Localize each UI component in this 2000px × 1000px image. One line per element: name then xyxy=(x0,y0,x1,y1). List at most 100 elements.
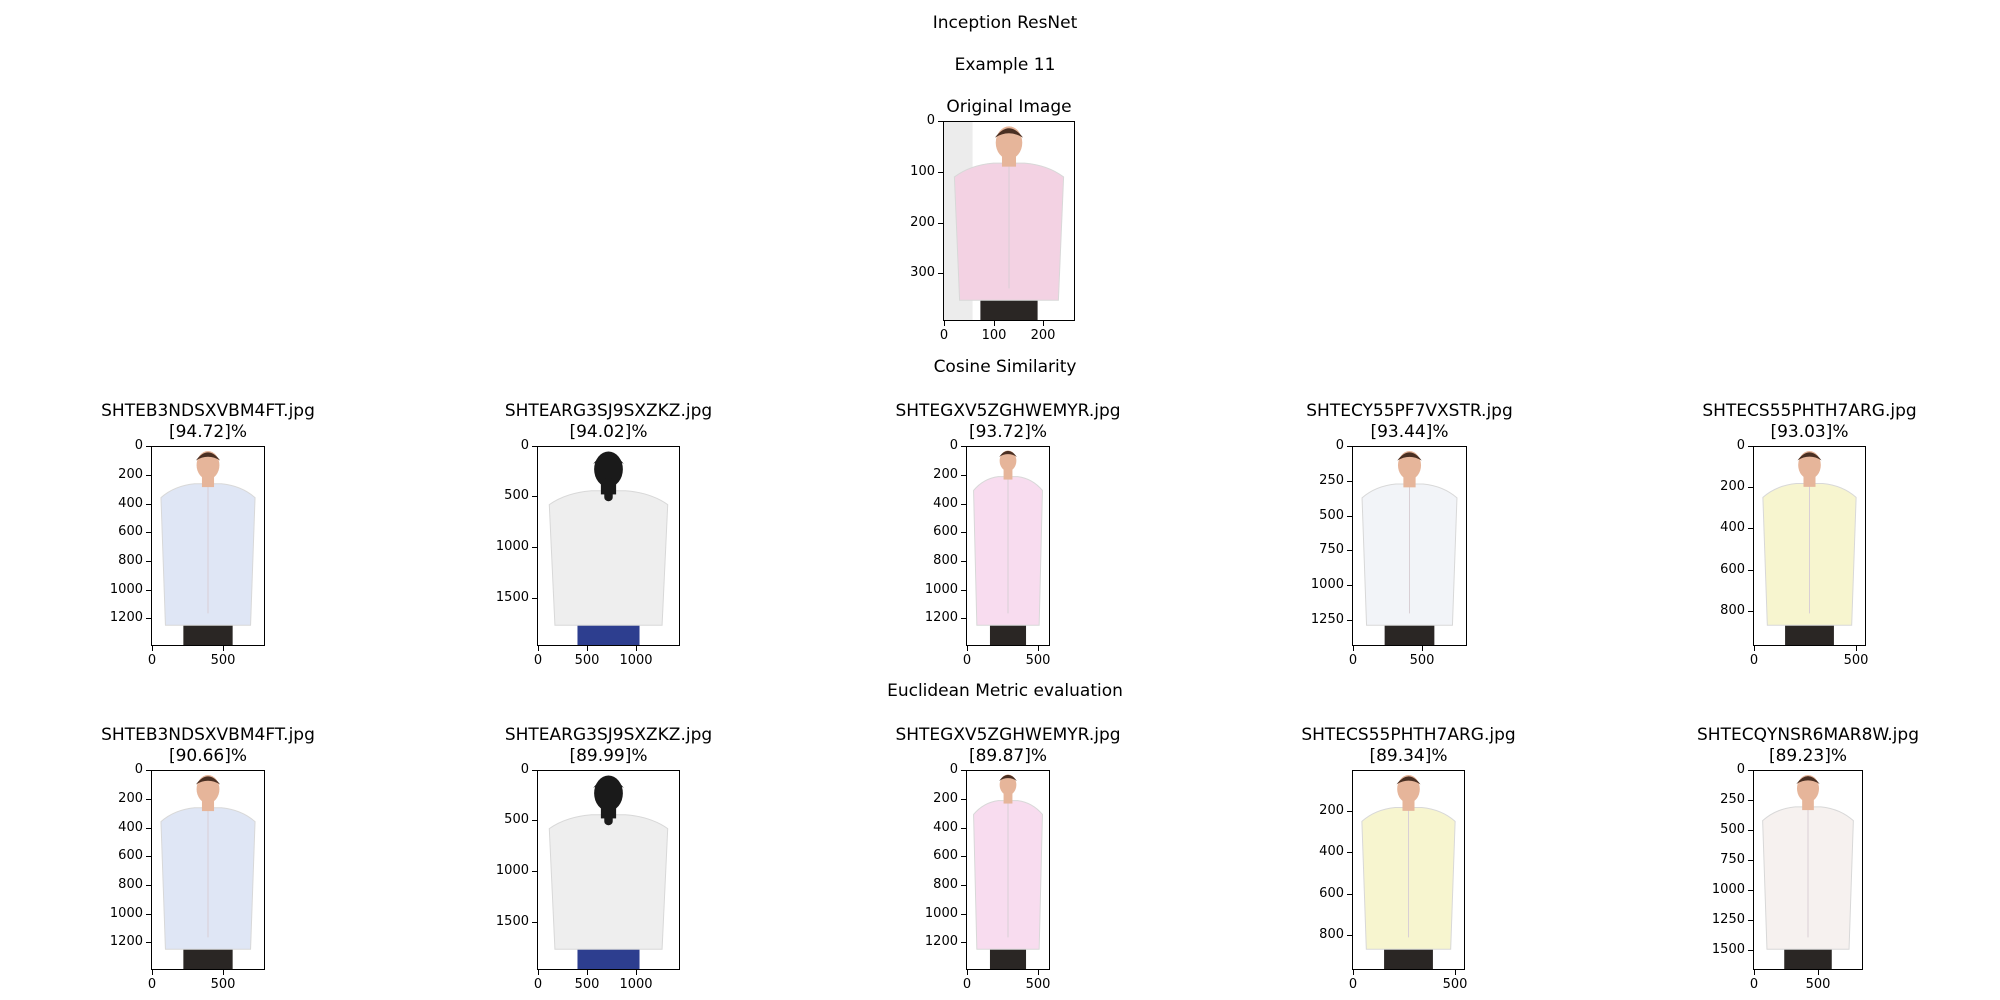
x-tick-mark xyxy=(152,646,153,651)
y-tick-label: 1000 xyxy=(924,582,958,597)
y-tick-label: 0 xyxy=(949,438,958,453)
result-filename: SHTEB3NDSXVBM4FT.jpg xyxy=(101,725,315,745)
result-image xyxy=(1352,446,1467,646)
y-tick-label: 400 xyxy=(1720,520,1745,535)
y-tick-mark xyxy=(532,598,537,599)
y-tick-mark xyxy=(1347,585,1352,586)
x-tick-mark xyxy=(967,970,968,975)
y-tick-label: 750 xyxy=(1720,852,1745,867)
y-tick-mark xyxy=(961,532,966,533)
result-score: [94.02]% xyxy=(569,422,648,442)
result-score: [94.72]% xyxy=(168,422,248,442)
x-tick-label: 0 xyxy=(1749,977,1759,992)
y-tick-label: 600 xyxy=(933,524,958,539)
y-tick-label: 400 xyxy=(933,820,958,835)
y-tick-mark xyxy=(146,475,151,476)
y-tick-mark xyxy=(961,770,966,771)
result-image xyxy=(1753,446,1866,646)
y-tick-label: 0 xyxy=(1335,438,1344,453)
y-tick-mark xyxy=(146,532,151,533)
x-tick-mark xyxy=(1754,970,1755,975)
result-score: [89.23]% xyxy=(1768,746,1848,766)
y-tick-label: 500 xyxy=(1319,508,1344,523)
x-tick-label: 0 xyxy=(1348,653,1358,668)
y-tick-label: 400 xyxy=(118,820,143,835)
y-tick-label: 1000 xyxy=(1310,577,1344,592)
y-tick-mark xyxy=(961,590,966,591)
y-tick-label: 1200 xyxy=(109,610,143,625)
y-tick-label: 0 xyxy=(949,762,958,777)
y-tick-label: 1000 xyxy=(1711,882,1745,897)
result-title: SHTEARG3SJ9SXZKZ.jpg [89.99]% xyxy=(505,725,712,767)
y-tick-mark xyxy=(938,172,943,173)
x-tick-mark xyxy=(587,646,588,651)
x-tick-mark xyxy=(223,646,224,651)
y-tick-label: 800 xyxy=(1319,927,1344,942)
result-title: SHTECS55PHTH7ARG.jpg [89.34]% xyxy=(1301,725,1515,767)
result-image xyxy=(966,770,1050,970)
y-tick-mark xyxy=(961,885,966,886)
result-image xyxy=(1753,770,1863,970)
y-tick-label: 200 xyxy=(1720,479,1745,494)
y-tick-mark xyxy=(961,828,966,829)
y-tick-mark xyxy=(961,446,966,447)
y-tick-label: 300 xyxy=(910,265,935,280)
y-tick-mark xyxy=(1347,811,1352,812)
y-tick-mark xyxy=(938,223,943,224)
x-tick-mark xyxy=(223,970,224,975)
y-tick-mark xyxy=(938,273,943,274)
y-tick-label: 600 xyxy=(118,848,143,863)
x-tick-mark xyxy=(636,970,637,975)
x-tick-mark xyxy=(1043,321,1044,326)
y-tick-label: 0 xyxy=(520,762,529,777)
y-tick-label: 600 xyxy=(118,524,143,539)
y-tick-label: 200 xyxy=(118,467,143,482)
y-tick-mark xyxy=(146,942,151,943)
x-tick-mark xyxy=(1038,646,1039,651)
y-tick-mark xyxy=(532,871,537,872)
x-tick-label: 500 xyxy=(1409,653,1435,668)
y-tick-label: 1000 xyxy=(924,906,958,921)
y-tick-mark xyxy=(146,914,151,915)
x-tick-mark xyxy=(1455,970,1456,975)
x-tick-mark xyxy=(1353,970,1354,975)
result-score: [93.03]% xyxy=(1770,422,1849,442)
y-tick-mark xyxy=(961,618,966,619)
x-tick-mark xyxy=(1754,646,1755,651)
y-tick-label: 0 xyxy=(134,438,143,453)
y-tick-label: 1000 xyxy=(109,906,143,921)
x-tick-label: 500 xyxy=(1805,977,1831,992)
y-tick-mark xyxy=(532,446,537,447)
x-tick-mark xyxy=(152,970,153,975)
x-tick-label: 500 xyxy=(1843,653,1869,668)
y-tick-label: 1000 xyxy=(109,582,143,597)
figure-suptitle: Inception ResNet xyxy=(932,13,1078,33)
x-tick-mark xyxy=(636,646,637,651)
result-filename: SHTEARG3SJ9SXZKZ.jpg xyxy=(504,725,713,745)
y-tick-mark xyxy=(1347,481,1352,482)
x-tick-label: 0 xyxy=(939,328,949,343)
result-image xyxy=(537,770,680,970)
y-tick-mark xyxy=(532,922,537,923)
y-tick-label: 1250 xyxy=(1711,912,1745,927)
y-tick-mark xyxy=(146,504,151,505)
y-tick-mark xyxy=(1748,950,1753,951)
y-tick-mark xyxy=(1347,446,1352,447)
x-tick-mark xyxy=(587,970,588,975)
y-tick-label: 200 xyxy=(910,215,935,230)
y-tick-mark xyxy=(1748,528,1753,529)
result-title: SHTECS55PHTH7ARG.jpg [93.03]% xyxy=(1702,401,1916,443)
y-tick-label: 500 xyxy=(1720,822,1745,837)
y-tick-label: 1250 xyxy=(1310,612,1344,627)
result-filename: SHTEARG3SJ9SXZKZ.jpg xyxy=(504,401,713,421)
y-tick-mark xyxy=(1748,830,1753,831)
result-filename: SHTEB3NDSXVBM4FT.jpg xyxy=(101,401,315,421)
y-tick-label: 0 xyxy=(926,113,935,128)
x-tick-label: 1000 xyxy=(619,977,653,992)
x-tick-mark xyxy=(538,646,539,651)
x-tick-label: 0 xyxy=(1348,977,1358,992)
y-tick-label: 750 xyxy=(1319,542,1344,557)
y-tick-label: 400 xyxy=(1319,844,1344,859)
result-title: SHTEGXV5ZGHWEMYR.jpg [93.72]% xyxy=(895,401,1120,443)
y-tick-mark xyxy=(146,856,151,857)
